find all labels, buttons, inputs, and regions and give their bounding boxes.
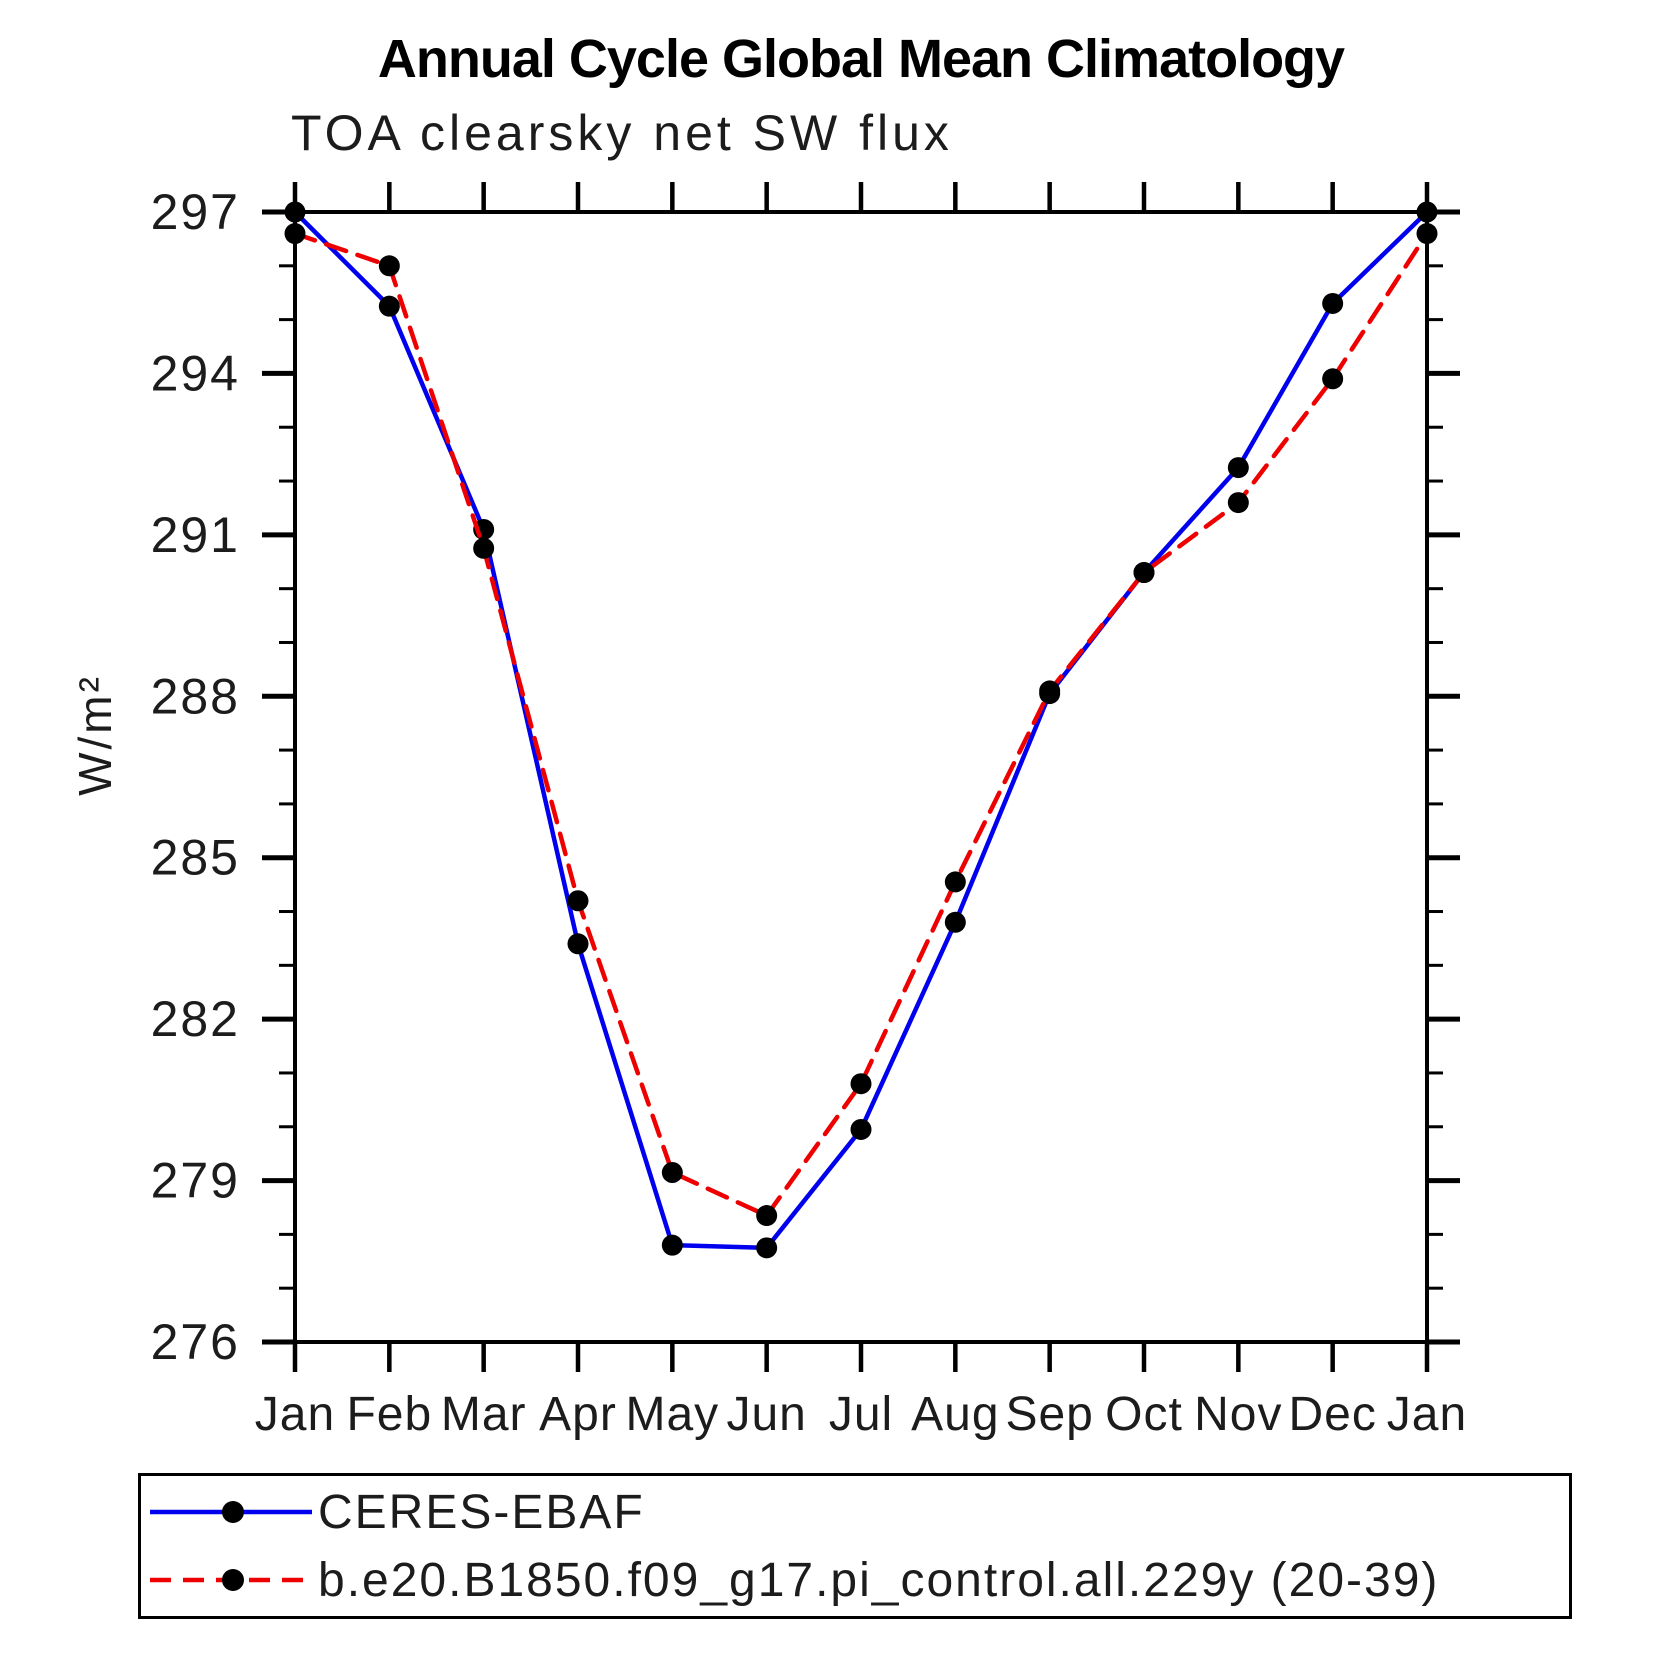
x-tick-label: Feb <box>346 1388 432 1441</box>
data-point-marker <box>1227 492 1249 514</box>
chart-subtitle: TOA clearsky net SW flux <box>291 105 953 161</box>
series-1 <box>284 223 1438 1227</box>
data-point-marker <box>284 201 306 223</box>
y-tick-label: 279 <box>151 1153 240 1209</box>
plot-frame <box>293 210 1429 1344</box>
data-point-marker <box>850 1073 872 1095</box>
legend-marker <box>222 1501 244 1523</box>
legend-item-model: b.e20.B1850.f09_g17.pi_control.all.229y … <box>141 1548 1569 1612</box>
data-point-marker <box>1227 457 1249 479</box>
y-tick-label: 276 <box>151 1314 240 1370</box>
data-point-marker <box>284 223 306 245</box>
legend-sample-dashed-line <box>150 1569 312 1591</box>
x-tick-label: Sep <box>1005 1388 1093 1441</box>
y-tick-label: 282 <box>151 991 240 1047</box>
x-tick-label: Jan <box>255 1388 335 1441</box>
data-point-marker <box>1133 562 1155 584</box>
y-axis-ticks: 276 279 282 285 288 291 294 297 <box>151 184 1460 1370</box>
data-point-marker <box>850 1118 872 1140</box>
data-point-marker <box>567 933 589 955</box>
y-tick-label: 288 <box>151 668 240 724</box>
y-tick-label: 294 <box>151 345 240 401</box>
legend-label-model: b.e20.B1850.f09_g17.pi_control.all.229y … <box>318 1553 1440 1607</box>
x-tick-label: May <box>625 1388 719 1441</box>
y-tick-label: 297 <box>151 184 240 240</box>
data-point-marker <box>944 871 966 893</box>
data-point-marker <box>1322 292 1344 314</box>
x-tick-label: Nov <box>1194 1388 1282 1441</box>
data-point-marker <box>567 890 589 912</box>
data-point-marker <box>661 1234 683 1256</box>
data-point-marker <box>1322 368 1344 390</box>
x-tick-label: Jul <box>829 1388 893 1441</box>
data-point-marker <box>1416 201 1438 223</box>
x-tick-label: Mar <box>441 1388 527 1441</box>
legend-sample-solid-line <box>150 1501 312 1523</box>
series-0 <box>284 201 1438 1259</box>
data-point-marker <box>944 911 966 933</box>
legend-item-ceres-ebaf: CERES-EBAF <box>141 1480 1569 1544</box>
data-point-marker <box>378 255 400 277</box>
y-tick-label: 291 <box>151 507 240 563</box>
data-point-marker <box>661 1162 683 1183</box>
x-tick-label: Aug <box>911 1388 999 1441</box>
data-point-marker <box>473 537 495 559</box>
chart-title: Annual Cycle Global Mean Climatology <box>377 29 1345 89</box>
series-line-1 <box>292 231 1430 1218</box>
x-tick-label: Jan <box>1387 1388 1467 1441</box>
legend-box: CERES-EBAF b.e20.B1850.f09_g17.pi_contro… <box>138 1473 1572 1619</box>
data-point-marker <box>756 1237 778 1259</box>
x-tick-label: Oct <box>1105 1388 1183 1441</box>
x-tick-label: Dec <box>1288 1388 1376 1441</box>
x-tick-label: Jun <box>726 1388 806 1441</box>
data-point-marker <box>378 295 400 317</box>
data-point-marker <box>756 1205 778 1227</box>
legend-label-ceres-ebaf: CERES-EBAF <box>318 1485 645 1539</box>
data-point-marker <box>1039 680 1061 702</box>
data-point-marker <box>1416 223 1438 245</box>
legend-marker <box>222 1569 244 1591</box>
x-tick-label: Apr <box>539 1388 617 1441</box>
x-axis-ticks: Jan Feb Mar Apr May Jun Jul Aug Sep Oct Nov Dec Jan <box>255 182 1467 1441</box>
y-tick-label: 285 <box>151 830 240 886</box>
